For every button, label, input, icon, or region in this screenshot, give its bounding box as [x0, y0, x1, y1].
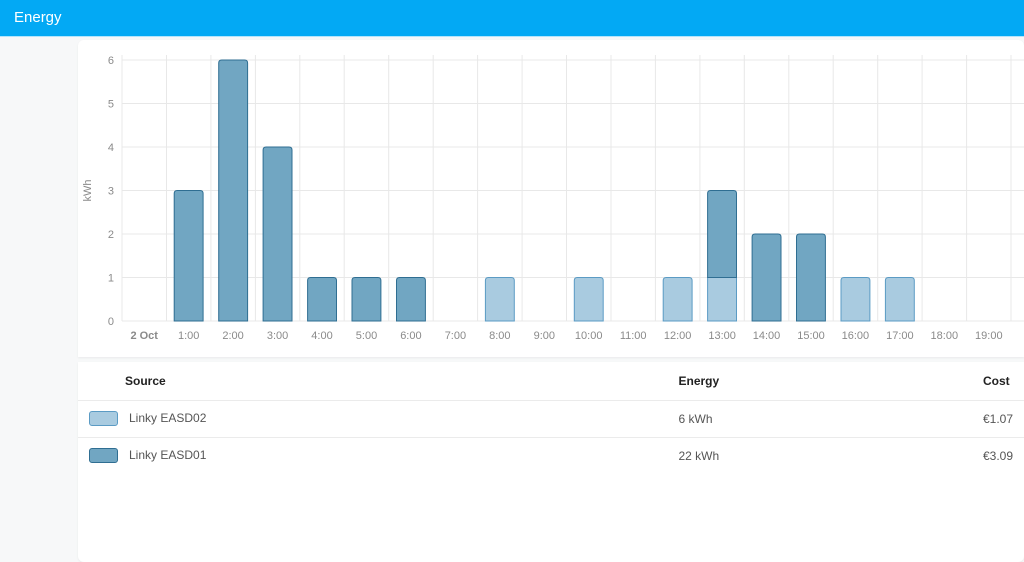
svg-text:19:00: 19:00: [975, 330, 1003, 342]
svg-text:4:00: 4:00: [311, 330, 332, 342]
svg-text:9:00: 9:00: [534, 330, 555, 342]
svg-text:18:00: 18:00: [931, 330, 959, 342]
svg-text:13:00: 13:00: [708, 330, 736, 342]
svg-text:3:00: 3:00: [267, 330, 288, 342]
svg-text:5: 5: [108, 99, 114, 111]
svg-text:6:00: 6:00: [400, 330, 421, 342]
svg-text:4: 4: [108, 142, 114, 154]
svg-text:15:00: 15:00: [797, 330, 825, 342]
svg-text:14:00: 14:00: [753, 330, 781, 342]
svg-text:11:00: 11:00: [620, 330, 647, 342]
svg-text:16:00: 16:00: [842, 330, 870, 342]
svg-text:8:00: 8:00: [489, 330, 510, 342]
svg-text:kWh: kWh: [82, 180, 94, 202]
svg-text:2: 2: [108, 229, 114, 241]
svg-text:6: 6: [108, 55, 114, 67]
svg-text:12:00: 12:00: [664, 330, 692, 342]
svg-text:0: 0: [108, 316, 114, 328]
svg-text:1:00: 1:00: [178, 330, 199, 342]
svg-text:2 Oct: 2 Oct: [130, 330, 158, 342]
svg-text:1: 1: [108, 273, 114, 285]
svg-text:3: 3: [108, 186, 114, 198]
svg-text:17:00: 17:00: [886, 330, 914, 342]
svg-text:10:00: 10:00: [575, 330, 603, 342]
svg-text:7:00: 7:00: [445, 330, 466, 342]
svg-text:2:00: 2:00: [222, 330, 243, 342]
svg-text:5:00: 5:00: [356, 330, 377, 342]
